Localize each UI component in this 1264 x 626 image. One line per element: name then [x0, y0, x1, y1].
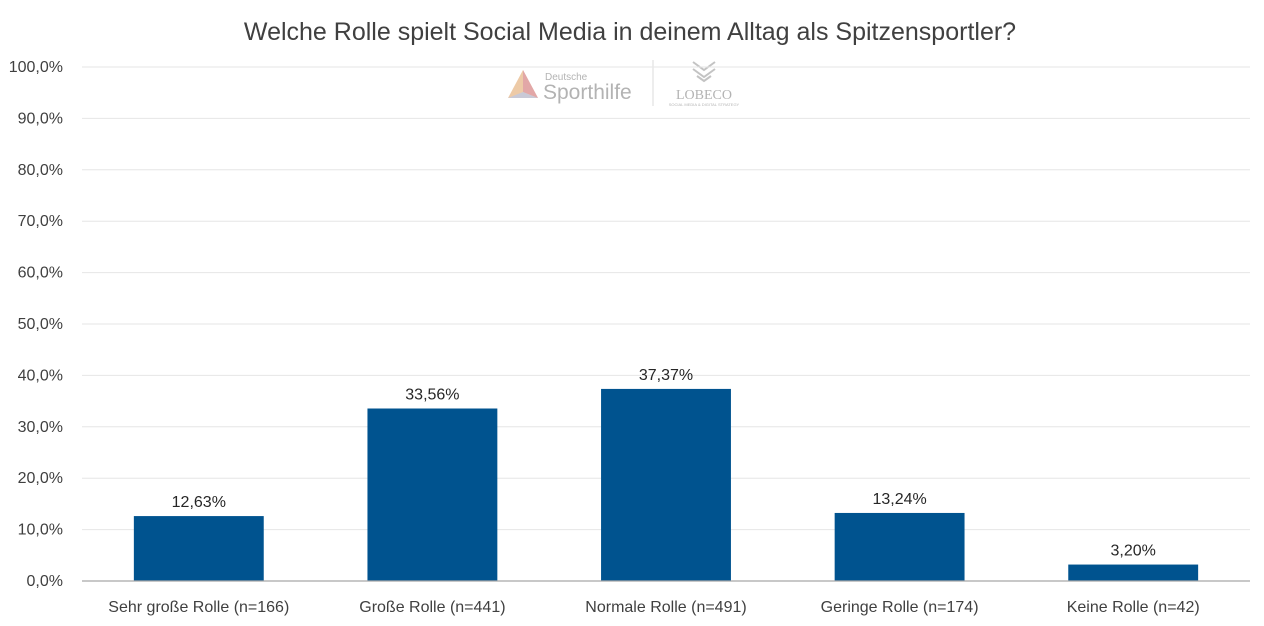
lobeco-logo: LOBECO SOCIAL MEDIA & DIGITAL STRATEGY — [669, 61, 740, 107]
y-tick-label: 50,0% — [18, 316, 63, 333]
data-label: 37,37% — [639, 367, 693, 384]
y-tick-label: 100,0% — [9, 59, 63, 76]
data-label: 13,24% — [872, 491, 926, 508]
bar — [834, 512, 965, 581]
y-tick-label: 70,0% — [18, 213, 63, 230]
category-label: Geringe Rolle (n=174) — [821, 599, 979, 616]
y-tick-label: 30,0% — [18, 419, 63, 436]
data-label: 12,63% — [172, 494, 226, 511]
y-tick-label: 10,0% — [18, 522, 63, 539]
category-label: Sehr große Rolle (n=166) — [108, 599, 289, 616]
data-label: 33,56% — [405, 387, 459, 404]
category-labels: Sehr große Rolle (n=166) Große Rolle (n=4… — [108, 599, 1199, 616]
data-labels: 12,63% 33,56% 37,37% 13,24% 3,20% — [172, 367, 1156, 560]
chart-title: Welche Rolle spielt Social Media in dein… — [244, 18, 1016, 46]
bar — [601, 388, 731, 581]
bar — [367, 408, 498, 581]
category-label: Normale Rolle (n=491) — [585, 599, 746, 616]
y-tick-label: 40,0% — [18, 367, 63, 384]
category-label: Keine Rolle (n=42) — [1067, 599, 1200, 616]
sporthilfe-large-text: Sporthilfe — [543, 81, 632, 104]
bar — [1068, 564, 1199, 581]
data-label: 3,20% — [1111, 543, 1156, 560]
logo-watermark: Deutsche Sporthilfe LOBECO SOCIAL MEDIA … — [508, 60, 740, 107]
y-tick-label: 0,0% — [27, 573, 63, 590]
sporthilfe-small-text: Deutsche — [545, 72, 588, 83]
lobeco-text: LOBECO — [676, 88, 732, 103]
y-tick-label: 90,0% — [18, 110, 63, 127]
y-axis-tick-labels: 0,0% 10,0% 20,0% 30,0% 40,0% 50,0% 60,0% 70,0% 8… — [9, 59, 63, 590]
bars — [133, 388, 1199, 581]
sporthilfe-logo: Deutsche Sporthilfe — [508, 70, 632, 104]
y-tick-label: 60,0% — [18, 265, 63, 282]
lobeco-subtext: SOCIAL MEDIA & DIGITAL STRATEGY — [669, 102, 740, 107]
y-tick-label: 20,0% — [18, 470, 63, 487]
y-tick-label: 80,0% — [18, 162, 63, 179]
category-label: Große Rolle (n=441) — [359, 599, 505, 616]
bar — [133, 516, 264, 581]
